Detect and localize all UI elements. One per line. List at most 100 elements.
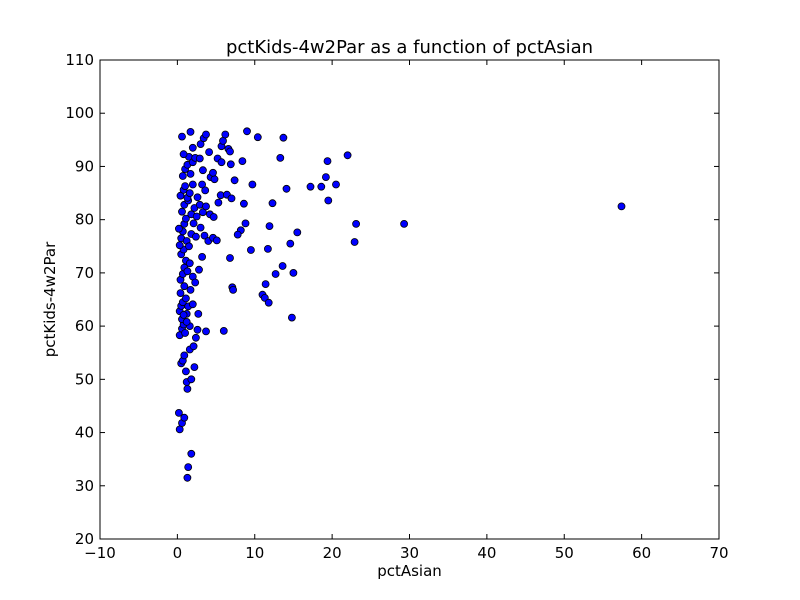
data-point bbox=[219, 136, 227, 145]
data-point bbox=[184, 463, 193, 472]
x-tick-label: 50 bbox=[555, 544, 574, 562]
data-point bbox=[181, 367, 190, 376]
data-point bbox=[279, 133, 288, 142]
data-point bbox=[617, 202, 626, 211]
data-point bbox=[219, 326, 228, 335]
data-point bbox=[212, 236, 221, 245]
data-point bbox=[196, 223, 205, 232]
data-point bbox=[182, 317, 191, 326]
x-tick-label: 30 bbox=[400, 544, 419, 562]
x-tick-label: 0 bbox=[173, 544, 183, 562]
data-point bbox=[239, 199, 248, 208]
data-point bbox=[229, 285, 238, 294]
x-tick-label: −10 bbox=[84, 544, 116, 562]
data-point bbox=[180, 282, 189, 291]
data-point bbox=[227, 194, 236, 203]
data-point bbox=[209, 213, 218, 221]
data-point bbox=[178, 132, 186, 141]
data-point bbox=[293, 228, 302, 237]
data-point bbox=[263, 244, 272, 253]
chart-title: pctKids-4w2Par as a function of pctAsian bbox=[226, 37, 593, 58]
data-point bbox=[350, 238, 359, 246]
data-point bbox=[323, 157, 332, 166]
x-tick-label: 40 bbox=[477, 544, 496, 562]
data-point bbox=[198, 252, 207, 261]
data-point bbox=[286, 239, 295, 248]
data-point bbox=[174, 224, 183, 233]
data-point bbox=[264, 298, 273, 307]
data-point bbox=[194, 309, 203, 318]
data-point bbox=[209, 168, 217, 177]
data-point bbox=[276, 153, 285, 162]
data-point bbox=[221, 130, 230, 139]
data-point bbox=[174, 408, 183, 417]
data-point bbox=[175, 241, 184, 250]
y-axis-label: pctKids-4w2Par bbox=[41, 241, 59, 357]
data-point bbox=[202, 202, 210, 211]
data-point bbox=[226, 254, 234, 262]
y-tick-label: 40 bbox=[75, 424, 94, 442]
data-point bbox=[261, 280, 270, 289]
data-point bbox=[324, 196, 333, 205]
axis-tick-labels: −10 0 10 20 30 40 50 60 70 20 30 40 50 60 70 80 90 100 110 bbox=[65, 51, 728, 562]
axis-ticks bbox=[99, 59, 720, 540]
data-point bbox=[195, 154, 204, 163]
data-point bbox=[201, 186, 210, 195]
data-point bbox=[210, 175, 219, 184]
data-point bbox=[180, 413, 189, 422]
data-point bbox=[265, 222, 274, 231]
y-tick-label: 60 bbox=[75, 317, 94, 335]
x-tick-label: 70 bbox=[709, 544, 728, 562]
data-point bbox=[317, 182, 326, 191]
data-point bbox=[332, 180, 340, 189]
data-point bbox=[193, 325, 202, 334]
data-point bbox=[189, 219, 198, 228]
y-tick-label: 110 bbox=[65, 51, 94, 69]
data-point bbox=[400, 219, 409, 228]
data-point bbox=[241, 219, 250, 228]
data-point bbox=[205, 148, 214, 157]
data-point bbox=[176, 289, 185, 298]
data-point bbox=[233, 230, 242, 239]
data-point bbox=[289, 268, 298, 277]
data-point bbox=[198, 180, 207, 189]
data-point bbox=[181, 294, 190, 303]
data-point bbox=[214, 198, 223, 207]
data-point bbox=[183, 473, 192, 482]
data-point bbox=[183, 384, 192, 393]
data-point bbox=[191, 232, 200, 241]
data-point bbox=[193, 193, 202, 202]
data-point bbox=[181, 214, 190, 223]
data-point bbox=[192, 212, 201, 221]
data-point bbox=[268, 199, 277, 208]
data-point bbox=[271, 270, 280, 278]
data-point bbox=[202, 327, 210, 336]
data-point bbox=[181, 329, 190, 337]
data-point bbox=[191, 333, 200, 342]
data-point bbox=[178, 172, 187, 180]
data-point bbox=[175, 425, 184, 434]
data-point bbox=[179, 310, 188, 319]
data-point bbox=[198, 166, 207, 175]
data-point bbox=[185, 259, 194, 268]
data-point bbox=[282, 184, 291, 193]
data-point bbox=[278, 262, 287, 270]
data-point bbox=[186, 285, 195, 294]
data-point bbox=[306, 182, 315, 191]
data-point bbox=[181, 182, 190, 191]
data-point bbox=[287, 313, 296, 322]
data-point bbox=[195, 265, 203, 274]
data-point bbox=[246, 246, 255, 254]
data-point bbox=[200, 231, 209, 240]
y-tick-label: 20 bbox=[75, 530, 94, 548]
data-point bbox=[196, 140, 205, 149]
data-point bbox=[188, 143, 197, 152]
data-point bbox=[179, 150, 188, 159]
data-point bbox=[191, 278, 200, 287]
data-point bbox=[185, 189, 194, 198]
y-tick-label: 30 bbox=[75, 477, 94, 495]
data-point bbox=[183, 267, 192, 276]
data-point bbox=[226, 160, 235, 169]
y-tick-label: 80 bbox=[75, 211, 94, 229]
